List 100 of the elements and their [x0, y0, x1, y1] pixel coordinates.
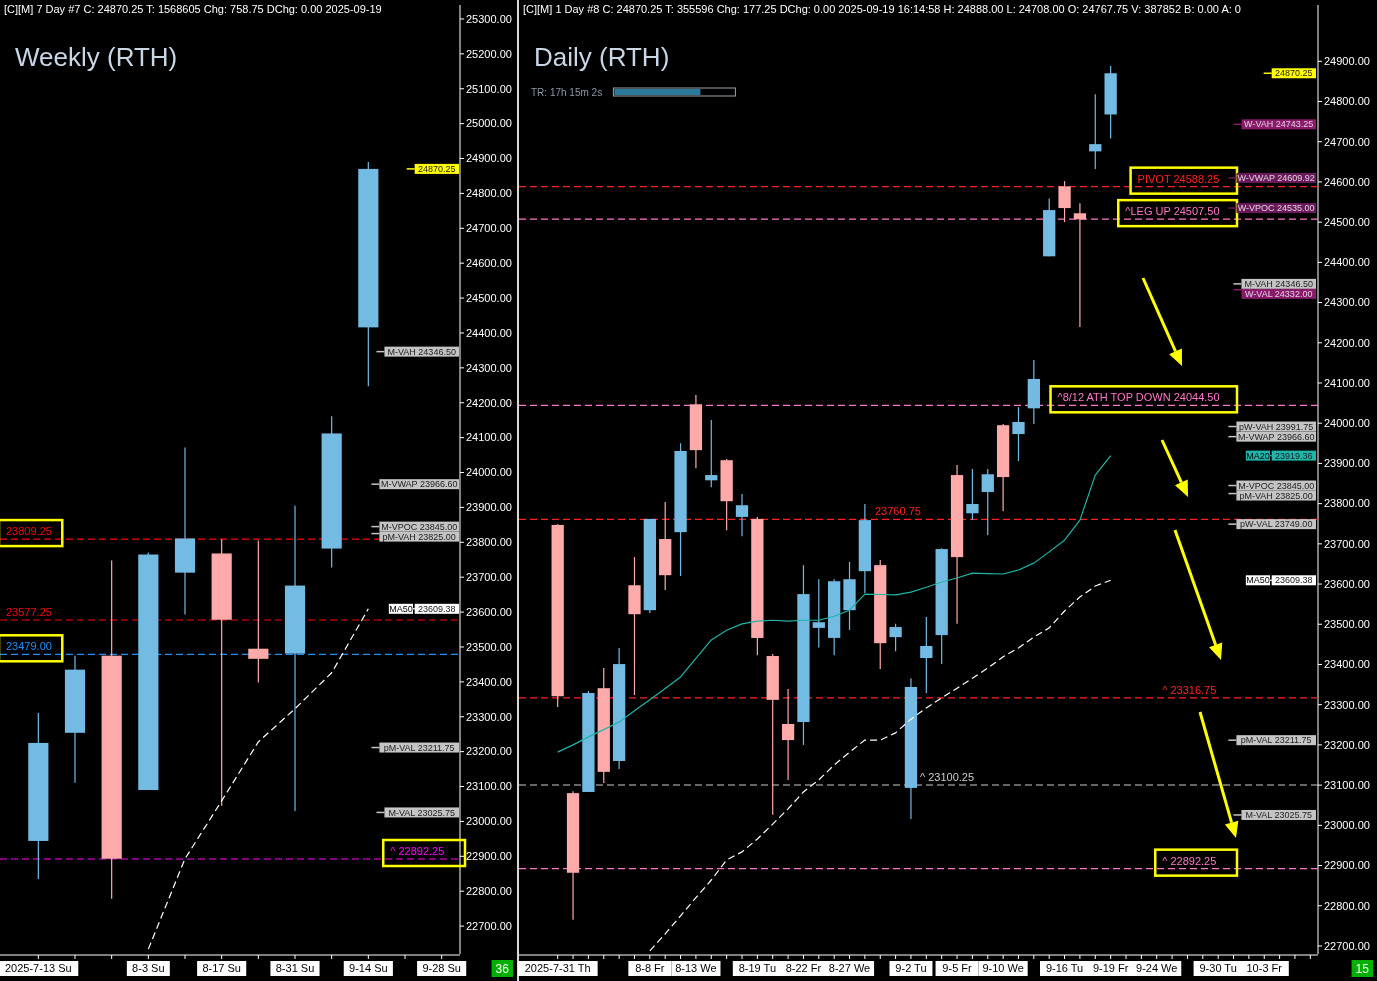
text: MA50: [389, 603, 413, 614]
ref-line-label: 23809.25: [6, 525, 52, 538]
x-tick-label: 8-27 We: [828, 962, 871, 974]
x-tick-label: 9-2 Tu: [895, 962, 927, 974]
ref-line-label: pM-VAL 23211.75: [1240, 735, 1312, 746]
y-tick-label: 24500.00: [466, 291, 512, 304]
y-tick-label: 23900.00: [466, 501, 512, 514]
ref-line-label: M-VPOC 23845.00: [1238, 480, 1315, 491]
ref-line-label: pM-VAL 23211.75: [383, 742, 455, 753]
y-tick-label: 24300.00: [1324, 296, 1370, 309]
y-tick-label: 24800.00: [1324, 95, 1370, 108]
y-tick-label: 24800.00: [466, 187, 512, 200]
y-tick-label: 25000.00: [466, 117, 512, 130]
y-tick-label: 24000.00: [1324, 417, 1370, 430]
ref-line-label: pW-VAL 23749.00: [1240, 519, 1313, 530]
y-tick-label: 24300.00: [466, 361, 512, 374]
text: 36: [495, 962, 510, 976]
x-tick-label: 9-28 Su: [422, 962, 461, 974]
ref-line-label: pM-VAH 23825.00: [1239, 490, 1313, 501]
y-tick-label: 23500.00: [1324, 618, 1370, 631]
ref-line-label: 23919.36: [1275, 450, 1313, 461]
chart-subtitle: [C][M] 7 Day #7 C: 24870.25 T: 1568605 Chg: 758.75 DChg: 0.00 2025-09-19: [4, 3, 382, 15]
y-tick-label: 24000.00: [466, 466, 512, 479]
y-tick-label: 25200.00: [466, 47, 512, 60]
y-tick-label: 23000.00: [466, 815, 512, 828]
y-tick-label: 25300.00: [466, 12, 512, 25]
ref-line-label: M-VAL 23025.75: [388, 807, 455, 818]
text: MA50: [1246, 575, 1270, 586]
y-tick-label: 23300.00: [466, 710, 512, 723]
ref-line-label: 23609.38: [418, 603, 456, 614]
ref-line-label: M-VAL 23025.75: [1245, 810, 1312, 821]
text: 15: [1355, 962, 1370, 976]
y-tick-label: 22700.00: [1324, 939, 1370, 952]
ref-line-label: 23609.38: [1275, 575, 1313, 586]
ref-line-label: ^ 22892.25: [1162, 854, 1217, 867]
ref-line-label: 23479.00: [6, 640, 52, 653]
x-tick-label: 9-10 We: [982, 962, 1024, 974]
ref-line-label: M-VAH 24346.50: [387, 346, 456, 357]
y-tick-label: 22800.00: [1324, 899, 1370, 912]
x-tick-label: 8-13 We: [675, 962, 717, 974]
x-tick-label: 2025-7-31 Th: [524, 962, 591, 974]
ref-line-label: PIVOT 24588.25: [1137, 172, 1220, 185]
y-tick-label: 24900.00: [466, 152, 512, 165]
ref-line-label: W-VAL 24332.00: [1245, 289, 1313, 300]
y-tick-label: 22700.00: [466, 919, 512, 932]
x-tick-label: 8-22 Fr: [785, 962, 822, 974]
y-tick-label: 24900.00: [1324, 55, 1370, 68]
y-tick-label: 22900.00: [466, 850, 512, 863]
y-tick-label: 23600.00: [1324, 577, 1370, 590]
y-tick-label: 22900.00: [1324, 859, 1370, 872]
y-tick-label: 24100.00: [1324, 376, 1370, 389]
y-tick-label: 23900.00: [1324, 457, 1370, 470]
x-tick-label: 9-19 Fr: [1092, 962, 1129, 974]
ref-line-label: M-VAH 24346.50: [1244, 279, 1313, 290]
y-tick-label: 23200.00: [1324, 738, 1370, 751]
y-tick-label: 24400.00: [1324, 256, 1370, 269]
ref-line-label: pW-VAH 23991.75: [1239, 421, 1314, 432]
y-tick-label: 23800.00: [466, 536, 512, 549]
y-tick-label: 23300.00: [1324, 698, 1370, 711]
chart-subtitle: [C][M] 1 Day #8 C: 24870.25 T: 355596 Chg: 177.25 DChg: 0.00 2025-09-19 16:14:58 H: 24888.00 L: 24708.00 O: 24767.75 V: 387852 B: 0.00 A: 0: [523, 3, 1241, 15]
ref-line-label: ^ 23316.75: [1162, 683, 1217, 696]
ref-line-label: 23577.25: [6, 606, 52, 619]
y-tick-label: 24700.00: [1324, 135, 1370, 148]
x-tick-label: 8-19 Tu: [738, 962, 777, 974]
ref-line-label: M-VWAP 23966.60: [1237, 431, 1315, 442]
ref-line-label: pM-VAH 23825.00: [382, 531, 456, 542]
y-tick-label: 23400.00: [1324, 658, 1370, 671]
ref-line-label: ^ 22892.25: [390, 845, 445, 858]
x-tick-label: 8-8 Fr: [635, 962, 665, 974]
x-tick-label: 10-3 Fr: [1246, 962, 1283, 974]
ref-line-label: 24870.25: [1275, 68, 1313, 79]
ref-line-label: ^LEG UP 24507.50: [1125, 205, 1220, 218]
y-tick-label: 23700.00: [1324, 537, 1370, 550]
y-tick-label: 24600.00: [1324, 175, 1370, 188]
y-tick-label: 24200.00: [466, 396, 512, 409]
x-tick-label: 9-24 We: [1136, 962, 1178, 974]
y-tick-label: 22800.00: [466, 885, 512, 898]
y-tick-label: 24100.00: [466, 431, 512, 444]
text: MA20: [1246, 450, 1270, 461]
x-tick-label: 8-3 Su: [132, 962, 165, 974]
x-tick-label: 9-30 Tu: [1199, 962, 1237, 974]
y-tick-label: 24500.00: [1324, 215, 1370, 228]
y-tick-label: 23200.00: [466, 745, 512, 758]
ref-line-label: W-VWAP 24609.92: [1237, 173, 1315, 184]
ref-line-label: W-VAH 24743.25: [1244, 119, 1314, 130]
y-tick-label: 23100.00: [1324, 778, 1370, 791]
ref-line-label: W-VPOC 24535.00: [1237, 203, 1315, 214]
x-tick-label: 9-14 Su: [349, 962, 388, 974]
y-tick-label: 23700.00: [466, 571, 512, 584]
y-tick-label: 23400.00: [466, 675, 512, 688]
annotation: TR: 17h 15m 2s: [531, 87, 603, 98]
y-tick-label: 23000.00: [1324, 819, 1370, 832]
ref-line-label: ^ 23100.25: [920, 771, 975, 784]
ref-line-label: 23760.75: [875, 505, 921, 518]
text: Weekly (RTH): [15, 42, 178, 72]
x-tick-label: 8-17 Su: [202, 962, 241, 974]
y-tick-label: 24400.00: [466, 326, 512, 339]
y-tick-label: 23100.00: [466, 780, 512, 793]
y-tick-label: 24700.00: [466, 222, 512, 235]
ref-line-label: 24870.25: [418, 164, 456, 175]
